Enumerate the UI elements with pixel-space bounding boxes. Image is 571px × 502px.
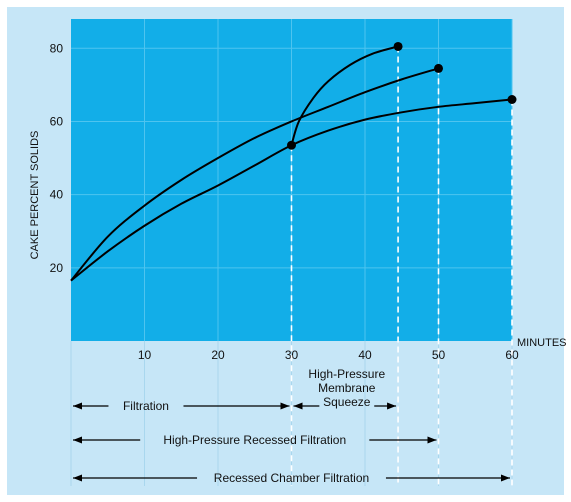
y-tick-label: 40 — [50, 188, 64, 202]
arrow-head — [73, 474, 82, 482]
y-tick-label: 60 — [50, 114, 64, 128]
x-tick-label: 50 — [432, 348, 446, 362]
x-tick-label: 20 — [211, 348, 225, 362]
timeline-label: High-Pressure Membrane Squeeze — [308, 367, 385, 409]
arrow-head — [280, 402, 290, 410]
data-point — [507, 95, 517, 104]
arrow-head — [501, 474, 510, 482]
y-axis-ticks: 20 40 60 80 — [50, 41, 64, 275]
timeline-label: Filtration — [123, 399, 169, 413]
x-axis-title: MINUTES — [517, 337, 567, 349]
timeline-annotations: Filtration High-Pressure Membrane Squeeze Hi… — [73, 367, 510, 485]
arrow-head — [387, 402, 397, 410]
data-point — [434, 63, 443, 73]
arrow-head — [73, 402, 82, 410]
series-line — [70, 67, 439, 282]
arrow-head — [427, 436, 437, 444]
y-tick-label: 20 — [50, 261, 64, 275]
arrow-head — [73, 436, 82, 444]
timeline-label: High-Pressure Recessed Filtration — [163, 433, 346, 447]
y-axis-title: CAKE PERCENT SOLIDS — [29, 131, 41, 260]
x-tick-label: 40 — [358, 348, 372, 362]
series-line — [290, 45, 399, 146]
arrow-head — [293, 402, 303, 410]
x-tick-label: 30 — [285, 348, 299, 362]
data-point — [393, 41, 403, 51]
endpoints — [287, 41, 517, 150]
y-tick-label: 80 — [50, 41, 64, 55]
drop-lines — [290, 46, 513, 486]
data-point — [287, 140, 296, 150]
timeline-label: Recessed Chamber Filtration — [214, 471, 369, 485]
x-axis-ticks: 10 20 30 40 50 60 — [138, 348, 519, 362]
x-tick-label: 10 — [138, 348, 152, 362]
